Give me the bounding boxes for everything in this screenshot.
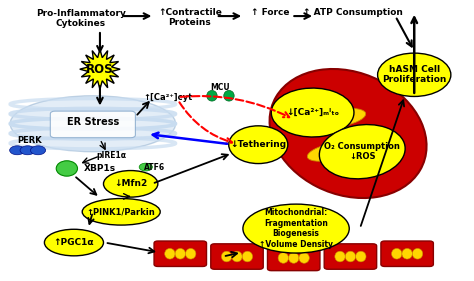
Text: MCU: MCU [210, 83, 230, 92]
Circle shape [9, 146, 25, 155]
Ellipse shape [319, 124, 405, 179]
Text: ↑[Ca²⁺]cyt: ↑[Ca²⁺]cyt [144, 93, 193, 102]
Text: ROS: ROS [86, 63, 114, 76]
Text: ATF6: ATF6 [144, 163, 165, 172]
FancyBboxPatch shape [381, 241, 433, 266]
Text: Mitochondrial:
Fragmentation
Biogenesis
↑Volume Density: Mitochondrial: Fragmentation Biogenesis … [259, 209, 333, 249]
Text: Pro-Inflammatory
Cytokines: Pro-Inflammatory Cytokines [36, 9, 126, 28]
Text: ↑ Force: ↑ Force [251, 8, 289, 17]
Ellipse shape [278, 253, 289, 263]
Text: ↑Contractile
Proteins: ↑Contractile Proteins [158, 8, 222, 27]
Circle shape [30, 146, 46, 155]
Ellipse shape [335, 251, 345, 262]
Ellipse shape [345, 251, 356, 262]
FancyBboxPatch shape [324, 244, 377, 269]
Ellipse shape [45, 229, 103, 256]
Text: ↑ ATP Consumption: ↑ ATP Consumption [303, 8, 403, 17]
Polygon shape [80, 49, 120, 89]
Text: ↑PINK1/Parkin: ↑PINK1/Parkin [87, 207, 155, 216]
Text: ↓[Ca²⁺]ₘᴵₜₒ: ↓[Ca²⁺]ₘᴵₜₒ [286, 108, 339, 117]
Ellipse shape [356, 251, 366, 262]
Text: ER Stress: ER Stress [67, 117, 119, 127]
Ellipse shape [224, 90, 234, 101]
Text: ↑PGC1α: ↑PGC1α [54, 238, 94, 247]
Ellipse shape [307, 142, 356, 161]
Text: pIRE1α: pIRE1α [97, 151, 127, 160]
Ellipse shape [299, 253, 310, 263]
Ellipse shape [242, 251, 253, 262]
Ellipse shape [289, 253, 299, 263]
Ellipse shape [378, 53, 451, 96]
Ellipse shape [229, 126, 288, 164]
Ellipse shape [402, 248, 412, 259]
Circle shape [139, 163, 153, 171]
FancyBboxPatch shape [267, 245, 320, 271]
FancyBboxPatch shape [211, 244, 263, 269]
Text: hASM Cell
Proliferation: hASM Cell Proliferation [382, 65, 447, 85]
Ellipse shape [221, 251, 232, 262]
FancyBboxPatch shape [154, 241, 207, 266]
Ellipse shape [103, 171, 158, 197]
Ellipse shape [243, 204, 349, 253]
Text: XBP1s: XBP1s [83, 164, 116, 173]
Ellipse shape [185, 248, 196, 259]
Ellipse shape [175, 248, 185, 259]
Ellipse shape [271, 88, 354, 137]
Ellipse shape [82, 198, 160, 225]
Text: ↓Mfn2: ↓Mfn2 [114, 179, 147, 188]
FancyBboxPatch shape [50, 111, 136, 138]
Text: O₂ Consumption
↓ROS: O₂ Consumption ↓ROS [324, 142, 400, 161]
Ellipse shape [164, 248, 175, 259]
Ellipse shape [207, 90, 217, 101]
Ellipse shape [56, 161, 77, 176]
Circle shape [20, 146, 35, 155]
Text: PERK: PERK [17, 136, 42, 145]
Ellipse shape [412, 248, 423, 259]
Ellipse shape [10, 96, 175, 152]
Text: ↓Tethering: ↓Tethering [230, 140, 286, 149]
Ellipse shape [311, 108, 366, 128]
Ellipse shape [332, 127, 379, 143]
Ellipse shape [392, 248, 402, 259]
Ellipse shape [339, 161, 381, 176]
Ellipse shape [270, 69, 427, 198]
Ellipse shape [232, 251, 242, 262]
